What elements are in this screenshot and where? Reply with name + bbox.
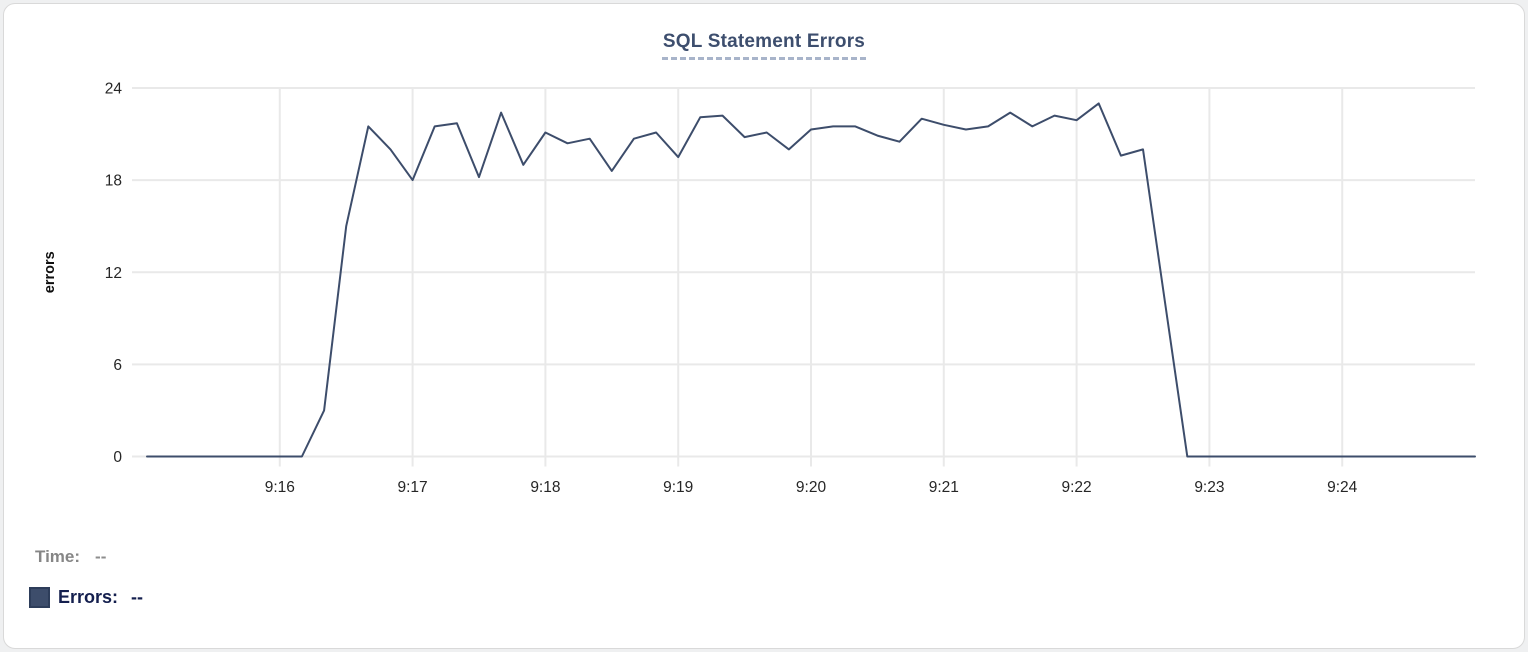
y-axis-tick-label: 0 bbox=[113, 449, 122, 466]
chart-title[interactable]: SQL Statement Errors bbox=[661, 31, 867, 60]
x-axis-tick-label: 9:24 bbox=[1327, 479, 1358, 496]
x-axis-tick-label: 9:17 bbox=[398, 479, 428, 496]
time-value: -- bbox=[95, 547, 107, 566]
errors-value: -- bbox=[131, 587, 144, 607]
tooltip-errors-row: Errors: -- bbox=[29, 587, 143, 608]
x-axis-tick-label: 9:19 bbox=[663, 479, 693, 496]
x-axis-tick-label: 9:18 bbox=[530, 479, 560, 496]
errors-series-line bbox=[146, 102, 1476, 458]
x-axis-tick-label: 9:16 bbox=[265, 479, 295, 496]
y-axis-tick-label: 24 bbox=[105, 81, 123, 98]
x-axis-tick-label: 9:22 bbox=[1062, 479, 1092, 496]
x-axis-tick-label: 9:21 bbox=[929, 479, 959, 496]
y-axis-tick-label: 18 bbox=[105, 173, 122, 190]
chart-card: SQL Statement Errors 0 6 12 18 24 9:16 9:17 9:1… bbox=[3, 3, 1525, 649]
x-axis-tick-label: 9:20 bbox=[796, 479, 827, 496]
y-axis-tick-label: 12 bbox=[105, 265, 122, 282]
y-axis-title: errors bbox=[42, 251, 58, 293]
errors-label: Errors: bbox=[58, 587, 119, 607]
tooltip-time-row: Time: -- bbox=[35, 547, 106, 567]
time-label: Time: bbox=[35, 547, 81, 566]
chart-title-wrap: SQL Statement Errors bbox=[4, 31, 1524, 60]
errors-series-swatch bbox=[29, 587, 50, 608]
y-axis-tick-label: 6 bbox=[113, 357, 122, 374]
errors-line-chart[interactable]: 0 6 12 18 24 9:16 9:17 9:18 9:19 9:20 9:21 9:22 9:23… bbox=[4, 4, 1528, 516]
x-axis-tick-label: 9:23 bbox=[1194, 479, 1224, 496]
